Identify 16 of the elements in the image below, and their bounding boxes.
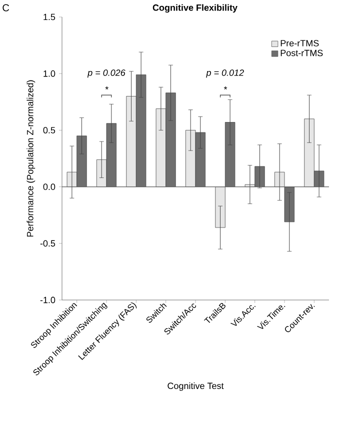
y-tick-label: 0.0 xyxy=(43,184,56,190)
legend-label: Pre-rTMS xyxy=(280,40,319,46)
y-axis-title: Performance (Population Z-normalized) xyxy=(26,80,36,237)
annotation: * xyxy=(224,86,228,90)
annotation: p = 0.026 xyxy=(87,70,126,78)
legend-label: Post-rTMS xyxy=(280,50,323,56)
annotation: p = 0.012 xyxy=(206,70,244,78)
text: C xyxy=(2,4,10,12)
y-tick-label: 0.5 xyxy=(43,127,56,134)
y-tick-label: 1.5 xyxy=(44,14,56,20)
x-axis-title: Cognitive Test xyxy=(168,382,224,391)
y-tick-label: -0.5 xyxy=(40,240,56,247)
annotation: * xyxy=(105,86,108,90)
chart-title: Cognitive Flexibility xyxy=(152,4,238,13)
y-tick-label: -1.0 xyxy=(40,296,56,304)
y-tick-label: 1.0 xyxy=(44,70,56,77)
